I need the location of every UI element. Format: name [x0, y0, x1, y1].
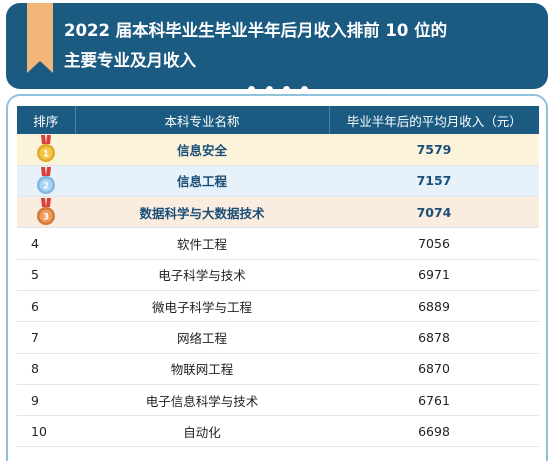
medal-rank: 2: [43, 181, 49, 191]
medal-rank: 3: [43, 213, 49, 223]
major-cell: 电子信息科学与技术: [75, 384, 329, 417]
rank-cell: 5: [17, 259, 75, 291]
title-line-1: 2022 届本科毕业生毕业半年后月收入排前 10 位的: [64, 21, 448, 40]
table-row: 5 电子科学与技术 6971: [17, 259, 539, 291]
rank-cell: 9: [17, 384, 75, 417]
income-cell: 6878: [329, 321, 539, 354]
income-cell: 6761: [329, 384, 539, 417]
income-cell: 7074: [329, 196, 539, 229]
income-cell: 7579: [329, 134, 539, 166]
table-row: 2 信息工程 7157: [17, 165, 539, 198]
income-ranking-table: 排序 本科专业名称 毕业半年后的平均月收入（元） 1 信息安全 7579 2 信息工程 7…: [17, 106, 539, 448]
page-title: 2022 届本科毕业生毕业半年后月收入排前 10 位的 主要专业及月收入: [64, 16, 534, 76]
major-cell: 软件工程: [75, 227, 329, 260]
major-cell: 信息安全: [75, 134, 329, 166]
bookmark-icon: [27, 3, 53, 73]
rank-cell: 1: [17, 134, 75, 166]
table-row: 4 软件工程 7056: [17, 227, 539, 260]
rank-cell: 8: [17, 353, 75, 385]
rank-cell: 4: [17, 227, 75, 260]
table-header-row: 排序 本科专业名称 毕业半年后的平均月收入（元）: [17, 106, 539, 134]
column-header-rank: 排序: [17, 106, 76, 134]
dot: [265, 85, 273, 93]
income-cell: 6971: [329, 259, 539, 291]
table-row: 7 网络工程 6878: [17, 321, 539, 354]
major-cell: 网络工程: [75, 321, 329, 354]
dot: [248, 85, 255, 93]
rank-cell: 10: [17, 415, 75, 448]
title-line-2: 主要专业及月收入: [64, 51, 196, 70]
table-row: 3 数据科学与大数据技术 7074: [17, 196, 539, 229]
decorative-dots: [248, 84, 308, 94]
rank-cell: 7: [17, 321, 75, 354]
gold-medal-icon: 1: [37, 135, 55, 163]
income-cell: 7157: [329, 165, 539, 198]
table-row: 1 信息安全 7579: [17, 134, 539, 166]
dot: [283, 85, 291, 93]
major-cell: 信息工程: [75, 165, 329, 198]
major-cell: 数据科学与大数据技术: [75, 196, 329, 229]
major-cell: 物联网工程: [75, 353, 329, 385]
major-cell: 微电子科学与工程: [75, 290, 329, 323]
rank-cell: 3: [17, 196, 75, 229]
table-row: 9 电子信息科学与技术 6761: [17, 384, 539, 417]
bronze-medal-icon: 3: [37, 198, 55, 226]
column-header-major: 本科专业名称: [75, 106, 330, 134]
rank-cell: 6: [17, 290, 75, 323]
rank-cell: 2: [17, 165, 75, 198]
income-cell: 6698: [329, 415, 539, 448]
table-row: 6 微电子科学与工程 6889: [17, 290, 539, 323]
table-row: 10 自动化 6698: [17, 415, 539, 448]
column-header-income: 毕业半年后的平均月收入（元）: [329, 106, 539, 134]
silver-medal-icon: 2: [37, 166, 55, 194]
table-row: 8 物联网工程 6870: [17, 353, 539, 385]
dot: [300, 85, 308, 93]
medal-rank: 1: [43, 150, 49, 160]
income-cell: 6889: [329, 290, 539, 323]
major-cell: 自动化: [75, 415, 329, 448]
income-cell: 7056: [329, 227, 539, 260]
title-banner: 2022 届本科毕业生毕业半年后月收入排前 10 位的 主要专业及月收入: [6, 3, 548, 89]
major-cell: 电子科学与技术: [75, 259, 329, 291]
income-cell: 6870: [329, 353, 539, 385]
